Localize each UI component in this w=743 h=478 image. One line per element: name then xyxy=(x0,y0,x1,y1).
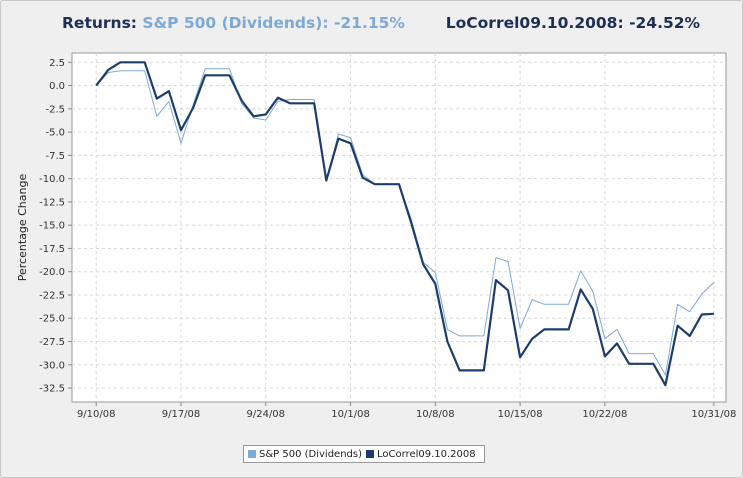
x-tick-label: 10/15/08 xyxy=(498,409,543,420)
x-tick-label: 9/10/08 xyxy=(77,409,116,420)
y-tick-label: -17.5 xyxy=(39,244,65,255)
y-tick-label: -5.0 xyxy=(45,128,65,139)
y-tick-label: -25.0 xyxy=(39,314,65,325)
x-tick-label: 9/24/08 xyxy=(246,409,285,420)
series-lines xyxy=(95,61,715,387)
y-tick-label: 0.0 xyxy=(49,81,65,92)
y-tick-label: -32.5 xyxy=(39,384,65,395)
x-tick-label: 10/31/08 xyxy=(691,409,736,420)
y-tick-label: -22.5 xyxy=(39,290,65,301)
series1-return-label: S&P 500 (Dividends): xyxy=(142,14,329,32)
x-tick-label: 10/8/08 xyxy=(416,409,455,420)
y-tick-label: 2.5 xyxy=(49,58,65,69)
y-axis: 2.5 0.0 -2.5 -5.0 -7.5 -10.0 -12.5 -15.0 -17.5 -2… xyxy=(39,58,72,395)
x-tick-label: 9/17/08 xyxy=(162,409,201,420)
y-tick-label: -10.0 xyxy=(39,174,65,185)
y-tick-label: -30.0 xyxy=(39,360,65,371)
y-tick-label: -20.0 xyxy=(39,267,65,278)
y-tick-label: -27.5 xyxy=(39,337,65,348)
y-tick-label: -2.5 xyxy=(45,104,65,115)
legend-item-sp500[interactable]: S&P 500 (Dividends) xyxy=(248,449,362,460)
series2-return-value: -24.52% xyxy=(629,14,701,32)
legend-swatch-locorrel xyxy=(366,450,374,458)
y-axis-label: Percentage Change xyxy=(16,174,29,282)
grid-lines xyxy=(72,53,726,402)
series-line-locorrel xyxy=(95,61,714,387)
legend-label-sp500: S&P 500 (Dividends) xyxy=(259,448,362,460)
series2-return-label: LoCorrel09.10.2008: xyxy=(445,14,624,32)
series1-return-value: -21.15% xyxy=(333,14,405,32)
x-tick-label: 10/1/08 xyxy=(331,409,370,420)
returns-header: Returns: S&P 500 (Dividends): -21.15% Lo… xyxy=(62,14,700,38)
y-tick-label: -12.5 xyxy=(39,197,65,208)
legend: S&P 500 (Dividends) LoCorrel09.10.2008 xyxy=(243,445,485,463)
legend-item-locorrel[interactable]: LoCorrel09.10.2008 xyxy=(366,449,476,460)
y-tick-label: -7.5 xyxy=(45,151,65,162)
x-axis: 9/10/08 9/17/08 9/24/08 10/1/08 10/8/08 10/15… xyxy=(77,402,736,420)
returns-label: Returns: xyxy=(62,14,137,32)
legend-label-locorrel: LoCorrel09.10.2008 xyxy=(377,448,476,460)
x-tick-label: 10/22/08 xyxy=(582,409,627,420)
legend-swatch-sp500 xyxy=(248,450,256,458)
y-tick-label: -15.0 xyxy=(39,221,65,232)
